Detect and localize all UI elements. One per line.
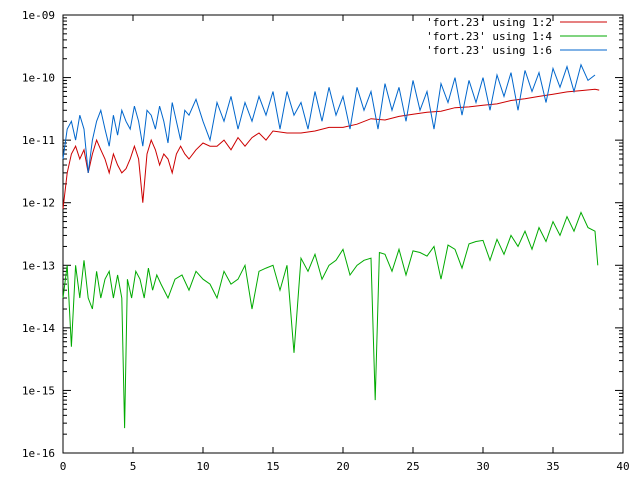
y-tick-label: 1e-11 [22,134,55,147]
x-tick-label: 40 [616,460,629,473]
x-tick-label: 35 [546,460,559,473]
x-tick-label: 5 [130,460,137,473]
y-tick-label: 1e-15 [22,384,55,397]
legend-label-2: 'fort.23' using 1:4 [426,30,552,43]
y-tick-label: 1e-13 [22,259,55,272]
legend-label-3: 'fort.23' using 1:6 [426,44,552,57]
y-tick-label: 1e-12 [22,197,55,210]
series-line-2 [62,211,599,429]
plot-frame [62,14,624,454]
legend-label-1: 'fort.23' using 1:2 [426,16,552,29]
x-tick-label: 15 [266,460,279,473]
series-line-1 [62,88,600,209]
y-tick-label: 1e-10 [22,72,55,85]
y-tick-label: 1e-16 [22,447,55,460]
y-tick-label: 1e-09 [22,9,55,22]
x-tick-label: 0 [60,460,67,473]
x-tick-label: 20 [336,460,349,473]
y-tick-label: 1e-14 [22,322,55,335]
x-tick-label: 30 [476,460,489,473]
series-line-3 [62,63,596,173]
x-tick-label: 25 [406,460,419,473]
x-tick-label: 10 [196,460,209,473]
